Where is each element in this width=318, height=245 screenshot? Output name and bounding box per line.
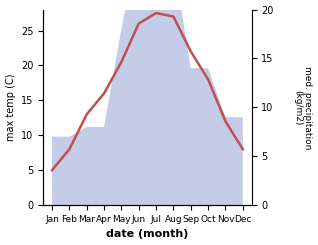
Y-axis label: med. precipitation
(kg/m2): med. precipitation (kg/m2): [293, 66, 313, 149]
X-axis label: date (month): date (month): [106, 230, 189, 239]
Y-axis label: max temp (C): max temp (C): [5, 74, 16, 141]
